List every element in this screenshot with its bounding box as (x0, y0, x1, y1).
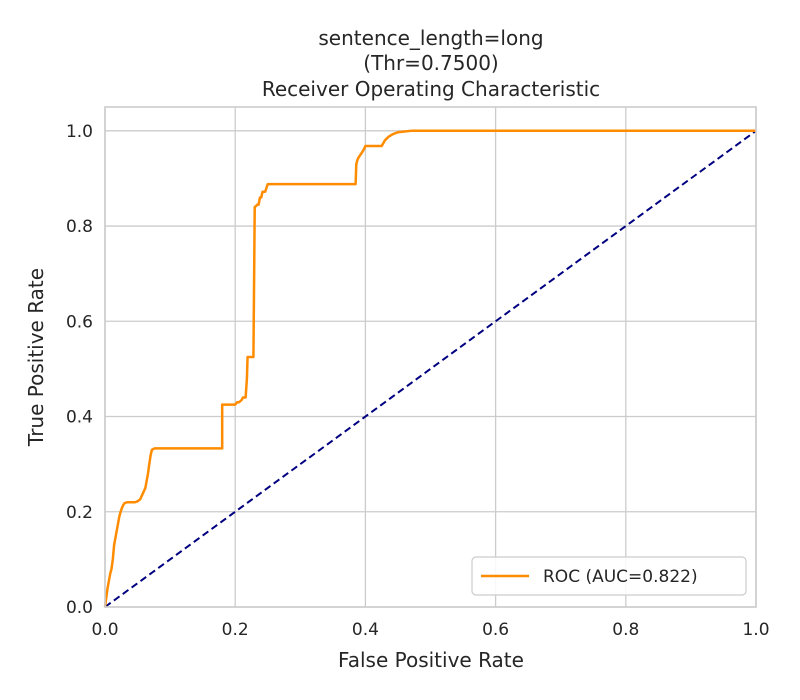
x-tick-label: 0.0 (91, 620, 118, 640)
y-tick-label: 0.4 (66, 408, 93, 428)
chart-title-line-1: sentence_length=long (318, 26, 543, 50)
y-tick-label: 0.8 (66, 217, 93, 237)
y-axis-label: True Positive Rate (24, 268, 48, 447)
y-tick-label: 0.0 (66, 598, 93, 618)
x-tick-label: 0.8 (612, 620, 639, 640)
chart-title-line-2: (Thr=0.7500) (363, 51, 498, 75)
x-tick-label: 0.6 (482, 620, 509, 640)
y-tick-label: 0.6 (66, 312, 93, 332)
x-axis-label: False Positive Rate (338, 648, 524, 672)
y-tick-label: 1.0 (66, 122, 93, 142)
chart-title-line-3: Receiver Operating Characteristic (262, 77, 600, 101)
x-tick-label: 0.4 (352, 620, 379, 640)
x-tick-label: 1.0 (742, 620, 769, 640)
legend-label-roc: ROC (AUC=0.822) (543, 567, 698, 587)
y-tick-label: 0.2 (66, 503, 93, 523)
legend: ROC (AUC=0.822) (472, 557, 746, 595)
x-tick-label: 0.2 (222, 620, 249, 640)
